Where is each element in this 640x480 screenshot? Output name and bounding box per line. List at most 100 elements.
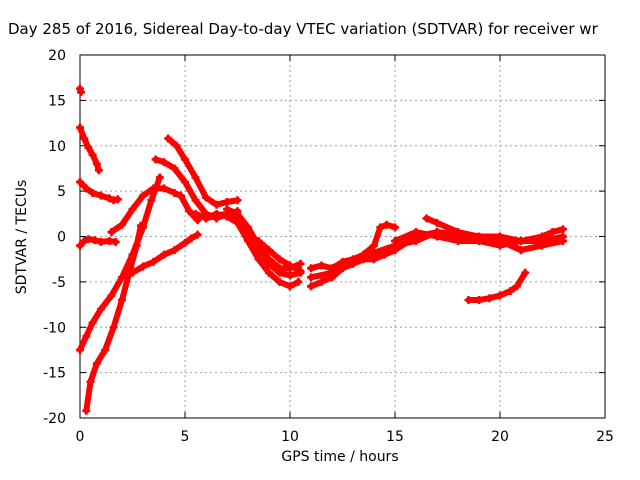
data-point: [212, 200, 221, 209]
data-point: [307, 282, 315, 291]
y-tick-label: 20: [48, 48, 66, 64]
data-point: [105, 194, 114, 203]
data-point: [275, 277, 284, 286]
data-point: [391, 241, 399, 250]
data-point: [223, 205, 231, 214]
data-point: [181, 178, 189, 187]
data-point: [521, 268, 530, 277]
data-point: [151, 155, 160, 164]
data-point: [82, 406, 91, 415]
data-point: [223, 198, 231, 207]
series-line: [203, 210, 302, 290]
y-tick-label: -20: [43, 411, 66, 427]
data-point: [422, 214, 431, 223]
data-point: [244, 223, 252, 232]
data-point: [506, 286, 515, 295]
data-point: [97, 191, 105, 200]
series-track-1: [76, 84, 86, 97]
data-point: [202, 214, 210, 223]
data-point: [275, 255, 284, 264]
data-point: [191, 209, 200, 218]
data-point: [86, 377, 95, 386]
series-track-12: [202, 209, 303, 291]
x-axis-label: GPS time / hours: [281, 449, 399, 465]
series-line: [108, 185, 201, 235]
data-point: [76, 345, 84, 354]
series-line: [77, 174, 163, 353]
data-point: [181, 238, 189, 247]
series-track-3: [76, 178, 122, 205]
data-point: [475, 232, 483, 241]
data-point: [517, 237, 525, 246]
data-point: [275, 264, 284, 273]
chart-title: Day 285 of 2016, Sidereal Day-to-day VTE…: [8, 20, 598, 38]
data-point: [191, 196, 200, 205]
data-point: [94, 166, 103, 175]
data-point: [265, 255, 273, 264]
data-point: [454, 232, 462, 241]
data-point: [170, 188, 179, 197]
data-point: [193, 230, 202, 239]
data-point: [113, 195, 122, 204]
data-point: [155, 173, 164, 182]
data-point: [76, 123, 84, 132]
series-track-4: [76, 235, 120, 250]
x-tick-label: 15: [386, 429, 404, 445]
data-point: [92, 359, 101, 368]
grid-lines: [80, 55, 605, 418]
data-point: [370, 248, 378, 257]
series-track-20: [370, 227, 525, 257]
data-point: [88, 318, 97, 327]
y-tick-label: 5: [57, 184, 66, 200]
x-tick-label: 25: [596, 429, 614, 445]
data-point: [76, 178, 84, 187]
data-point: [317, 261, 326, 270]
data-point: [286, 261, 294, 270]
data-point: [296, 259, 305, 268]
series-track-6: [82, 221, 145, 415]
data-point: [191, 173, 200, 182]
data-point: [233, 209, 242, 218]
series-track-2: [76, 123, 103, 175]
data-point: [77, 88, 86, 97]
x-tick-label: 10: [281, 429, 299, 445]
data-point: [109, 323, 118, 332]
series-line: [308, 221, 398, 272]
data-point: [244, 237, 252, 246]
data-point: [132, 241, 141, 250]
data-point: [90, 236, 99, 245]
data-point: [376, 223, 385, 232]
data-point: [149, 257, 158, 266]
data-point: [296, 266, 305, 275]
data-point: [76, 241, 84, 250]
data-point: [286, 271, 294, 280]
data-point: [328, 268, 336, 277]
data-point: [107, 291, 116, 300]
data-point: [317, 277, 326, 286]
data-point: [265, 268, 273, 277]
data-point: [485, 294, 494, 303]
data-point: [286, 282, 294, 291]
data-point: [223, 212, 231, 221]
series-track-21: [464, 268, 530, 305]
data-point: [233, 218, 242, 227]
data-series: [76, 84, 567, 415]
data-point: [307, 273, 315, 282]
data-point: [149, 184, 158, 193]
data-point: [349, 259, 357, 268]
series-track-7: [107, 184, 202, 236]
data-point: [176, 191, 185, 200]
data-point: [212, 209, 221, 218]
data-point: [118, 273, 126, 282]
data-point: [464, 296, 473, 305]
data-point: [160, 158, 168, 167]
data-point: [136, 221, 145, 230]
data-point: [92, 159, 101, 168]
data-point: [538, 232, 546, 241]
data-point: [254, 237, 263, 246]
x-tick-label: 5: [181, 429, 190, 445]
data-point: [97, 305, 105, 314]
data-point: [202, 193, 210, 202]
data-point: [172, 141, 181, 150]
data-point: [160, 250, 168, 259]
